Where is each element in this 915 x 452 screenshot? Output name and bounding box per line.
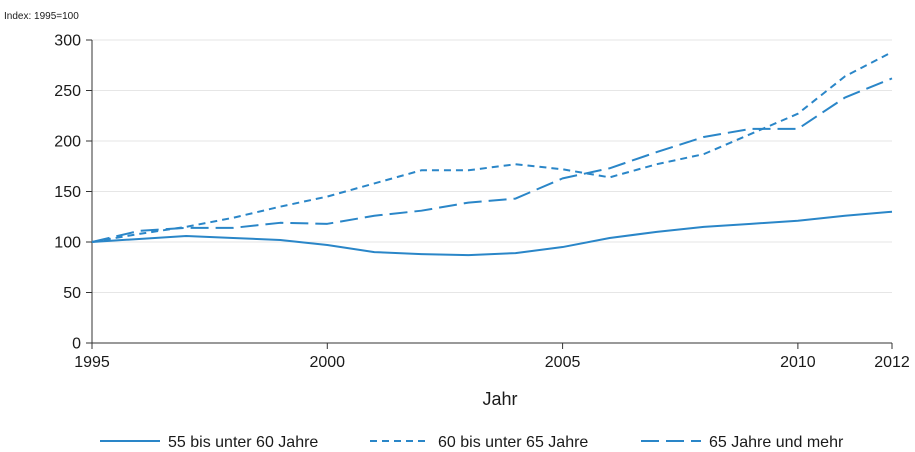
x-tick-label-1995: 1995: [74, 354, 110, 371]
gridlines: [92, 39, 892, 293]
y-tick-label-0: 0: [72, 336, 81, 353]
x-axis-title: Jahr: [482, 389, 517, 409]
legend-label-3: 65 Jahre und mehr: [709, 434, 844, 451]
y-tick-label-50: 50: [63, 285, 81, 302]
legend-label-1: 55 bis unter 60 Jahre: [168, 434, 318, 451]
y-tick-label-250: 250: [54, 83, 81, 100]
series-line-2: [91, 51, 893, 243]
x-tick-label-2000: 2000: [309, 354, 345, 371]
axes: 0 50 100 150 200 250 300 1995 2000 2005 2010 2012: [54, 33, 910, 372]
series-group: [91, 51, 893, 257]
y-tick-label-300: 300: [54, 33, 81, 50]
legend-label-2: 60 bis unter 65 Jahre: [438, 434, 588, 451]
y-tick-label-100: 100: [54, 235, 81, 252]
series-line-3: [91, 77, 893, 243]
index-note: Index: 1995=100: [4, 11, 79, 22]
legend: 55 bis unter 60 Jahre 60 bis unter 65 Jah…: [100, 434, 844, 451]
y-tick-label-150: 150: [54, 184, 81, 201]
y-tick-label-200: 200: [54, 134, 81, 151]
x-tick-label-2005: 2005: [545, 354, 581, 371]
series-line-1: [91, 210, 893, 257]
x-tick-label-2012: 2012: [874, 354, 910, 371]
x-tick-label-2010: 2010: [780, 354, 816, 371]
